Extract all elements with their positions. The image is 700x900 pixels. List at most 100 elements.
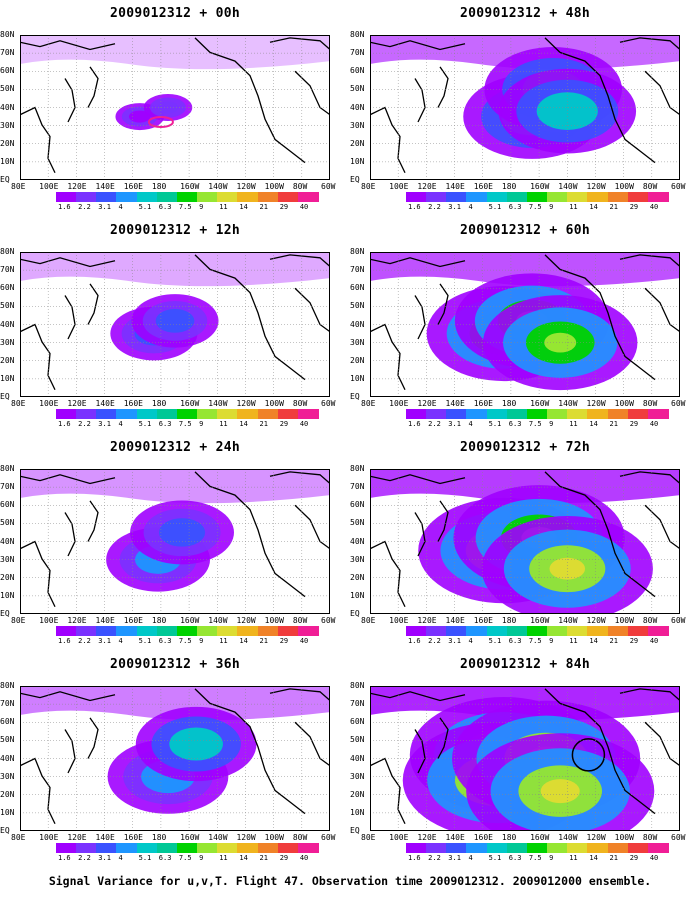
panel-title: 2009012312 + 36h [109,657,241,672]
lat-label: 40N [350,753,365,763]
colorbar-swatch [627,843,649,853]
colorbar-swatch [446,626,468,636]
colorbar-swatch [76,626,98,636]
lon-label: 140W [208,182,228,191]
colorbar-label: 9 [549,203,554,211]
lon-label: 120W [586,182,606,191]
lon-label: 120E [417,399,437,408]
lon-label: 120E [67,616,87,625]
colorbar-swatch [486,626,508,636]
lon-label: 60W [671,182,686,191]
colorbar-label: 2.2 [428,637,441,645]
colorbar-swatch [197,843,219,853]
colorbar-swatch [607,409,629,419]
lat-label: 70N [350,48,365,58]
lat-label: 20N [350,138,365,148]
colorbar-label: 9 [549,854,554,862]
colorbar-label: 9 [199,854,204,862]
panel-title: 2009012312 + 12h [109,223,241,238]
colorbar-label: 2.2 [78,854,91,862]
background-variance-band [20,35,330,70]
lat-label: EQ [0,392,10,401]
lon-label: 140W [208,399,228,408]
grid [20,469,330,614]
colorbar-label: 29 [279,637,289,645]
map-panel-24h: 2009012312 + 24h 80N 70N 60N 50N 40N 30N 20N 10N… [0,434,350,649]
coastlines [370,37,680,174]
colorbar-label: 40 [299,420,309,428]
colorbar-label: 1.6 [408,203,421,211]
lon-label: 160W [180,182,200,191]
colorbar-label: 2.2 [78,637,91,645]
variance-map [370,252,680,397]
colorbar-swatch [257,192,279,202]
lat-label: 40N [0,102,15,112]
lat-label: 70N [0,48,15,58]
colorbar-swatch [217,843,239,853]
colorbar-label: 29 [629,637,639,645]
lon-label: 80E [361,182,376,191]
colorbar-swatch [406,409,427,419]
colorbar-swatch [297,192,319,202]
lat-label: 30N [350,120,365,130]
colorbar-swatch [526,843,548,853]
lon-label: 160W [530,833,550,842]
colorbar-label: 7.5 [178,854,192,862]
colorbar-label: 3.1 [98,420,111,428]
lat-label: 70N [0,699,15,709]
colorbar-swatch [116,409,138,419]
colorbar-swatch [647,409,669,419]
colorbar-swatch [567,192,589,202]
lon-label: 160E [123,616,143,625]
colorbar-label: 5.1 [488,854,502,862]
lat-label: 80N [0,247,15,256]
colorbar-label: 40 [649,420,659,428]
colorbar-label: 4 [468,203,473,211]
colorbar-swatch [406,626,427,636]
lon-label: 120E [67,399,87,408]
lat-label: 80N [350,681,365,690]
colorbar-swatch [587,626,609,636]
colorbar-label: 1.6 [58,203,71,211]
colorbar-swatch [526,409,548,419]
grid [370,686,680,831]
background-variance-band [20,686,330,721]
colorbar-label: 11 [219,203,228,211]
lat-label: 30N [0,771,15,781]
lon-label: 180 [151,182,167,191]
lat-label: 10N [350,156,365,166]
colorbar-swatch [406,192,427,202]
lat-label: 60N [0,717,15,727]
colorbar-label: 14 [589,854,598,862]
lat-label: EQ [350,392,360,401]
colorbar-label: 3.1 [448,203,461,211]
lon-label: 120E [67,182,87,191]
lon-label: 80W [642,616,658,625]
colorbar-label: 1.6 [58,420,71,428]
colorbar-swatch [486,409,508,419]
colorbar-swatch [257,626,279,636]
lon-label: 120W [586,833,606,842]
lon-label: 160E [473,182,493,191]
colorbar-swatch [116,626,138,636]
colorbar-label: 14 [239,420,248,428]
lon-label: 180 [151,616,167,625]
lat-label: 30N [350,554,365,564]
coastlines [20,37,330,174]
colorbar-swatch [647,192,669,202]
lon-label: 80E [11,399,26,408]
colorbar-swatch [297,843,319,853]
colorbar-label: 2.2 [428,854,441,862]
colorbar-label: 6.3 [158,637,172,645]
colorbar-swatch [547,409,569,419]
lon-label: 60W [321,399,336,408]
colorbar-label: 29 [629,854,639,862]
colorbar-swatch [647,626,669,636]
colorbar-swatch [426,626,448,636]
lon-label: 100W [264,833,284,842]
lat-label: 30N [0,337,15,347]
lat-label: 40N [0,319,15,329]
lat-label: 80N [350,247,365,256]
colorbar-swatch [136,192,158,202]
grid [370,35,680,180]
